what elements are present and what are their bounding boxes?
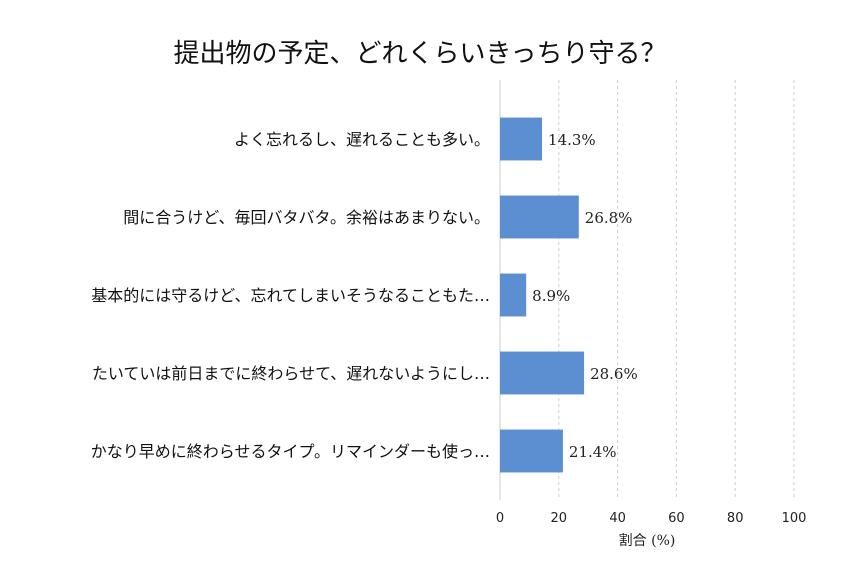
category-label: たいていは前日までに終わらせて、遅れないようにし… xyxy=(92,364,490,383)
category-labels: よく忘れるし、遅れることも多い。間に合うけど、毎回バタバタ。余裕はあまりない。基… xyxy=(91,130,490,461)
data-label: 26.8% xyxy=(585,209,633,227)
data-label: 28.6% xyxy=(590,365,638,383)
x-axis-ticks: 0 20 40 60 80 100 xyxy=(496,511,807,526)
bars xyxy=(500,117,585,473)
x-tick-label: 40 xyxy=(609,511,626,526)
data-labels: 14.3% 26.8% 8.9% 28.6% 21.4% xyxy=(532,131,638,461)
x-axis-title: 割合 (%) xyxy=(619,532,676,549)
bar xyxy=(500,429,563,473)
category-label: よく忘れるし、遅れることも多い。 xyxy=(234,130,490,149)
data-label: 14.3% xyxy=(548,131,596,149)
data-label: 21.4% xyxy=(569,443,617,461)
x-tick-label: 0 xyxy=(496,511,504,526)
x-tick-label: 60 xyxy=(668,511,685,526)
data-label: 8.9% xyxy=(532,287,570,305)
bar xyxy=(500,351,585,395)
category-label: 間に合うけど、毎回バタバタ。余裕はあまりない。 xyxy=(123,208,490,227)
chart-title: 提出物の予定、どれくらいきっちり守る？ xyxy=(174,39,667,69)
x-tick-label: 80 xyxy=(727,511,744,526)
category-label: かなり早めに終わらせるタイプ。リマインダーも使っ… xyxy=(91,442,490,461)
x-tick-label: 100 xyxy=(782,511,807,526)
bar xyxy=(500,117,543,161)
bar xyxy=(500,195,579,239)
x-tick-label: 20 xyxy=(551,511,568,526)
bar xyxy=(500,273,527,317)
category-label: 基本的には守るけど、忘れてしまいそうなることもた… xyxy=(91,286,490,305)
